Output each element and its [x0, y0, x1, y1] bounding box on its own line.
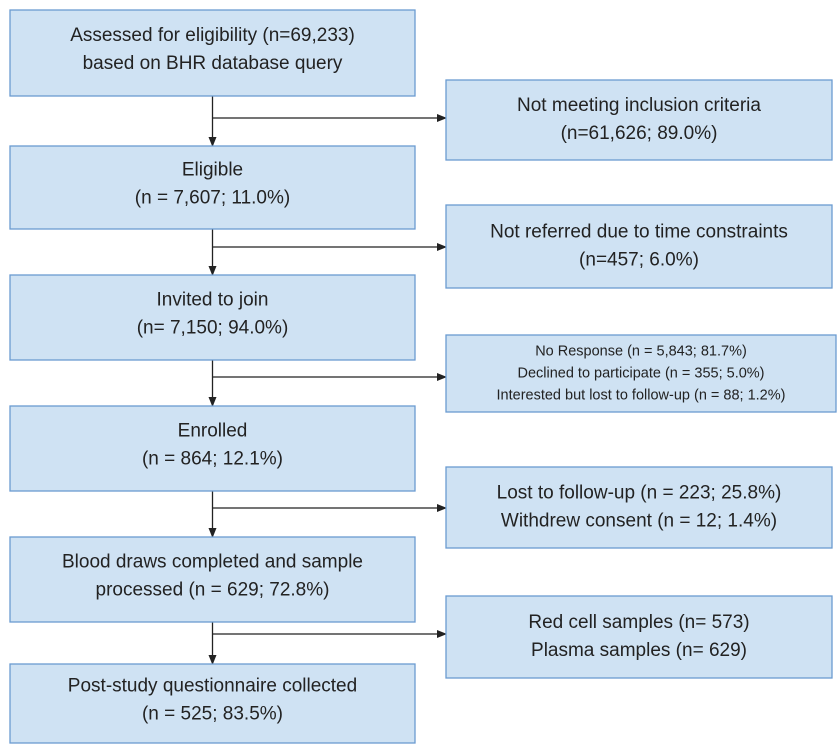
- box-text: Withdrew consent (n = 12; 1.4%): [501, 511, 777, 532]
- box-text: (n = 864; 12.1%): [142, 449, 283, 470]
- step-box: [9, 405, 416, 492]
- box-text: Declined to participate (n = 355; 5.0%): [517, 365, 764, 381]
- box-text: Post-study questionnaire collected: [68, 676, 357, 697]
- exclusion-box: [445, 79, 833, 161]
- box-text: (n=457; 6.0%): [579, 250, 699, 271]
- step-box: [9, 145, 416, 230]
- box-text: Invited to join: [157, 290, 269, 311]
- step-box: [9, 663, 416, 744]
- box-text: Not meeting inclusion criteria: [517, 95, 761, 116]
- box-text: based on BHR database query: [83, 53, 343, 74]
- box-text: Plasma samples (n= 629): [531, 640, 747, 661]
- box-text: (n=61,626; 89.0%): [561, 123, 718, 144]
- step-box: [9, 536, 416, 623]
- box-text: Interested but lost to follow-up (n = 88…: [497, 387, 786, 403]
- box-text: No Response (n = 5,843; 81.7%): [535, 343, 747, 359]
- box-text: Enrolled: [178, 421, 248, 442]
- box-text: (n= 7,150; 94.0%): [137, 318, 289, 339]
- box-text: Not referred due to time constraints: [490, 222, 788, 243]
- box-text: (n = 525; 83.5%): [142, 704, 283, 725]
- step-box: [9, 9, 416, 97]
- box-text: (n = 7,607; 11.0%): [135, 188, 290, 209]
- box-text: Red cell samples (n= 573): [528, 612, 749, 633]
- exclusion-box: [445, 204, 833, 289]
- exclusion-box: [445, 334, 837, 413]
- exclusion-box: [445, 595, 833, 679]
- box-text: Lost to follow-up (n = 223; 25.8%): [497, 483, 782, 504]
- step-box: [9, 274, 416, 361]
- box-text: Blood draws completed and sample: [62, 552, 363, 573]
- exclusion-box: [445, 466, 833, 549]
- box-text: processed (n = 629; 72.8%): [96, 580, 330, 601]
- box-text: Assessed for eligibility (n=69,233): [70, 25, 355, 46]
- box-text: Eligible: [182, 160, 243, 181]
